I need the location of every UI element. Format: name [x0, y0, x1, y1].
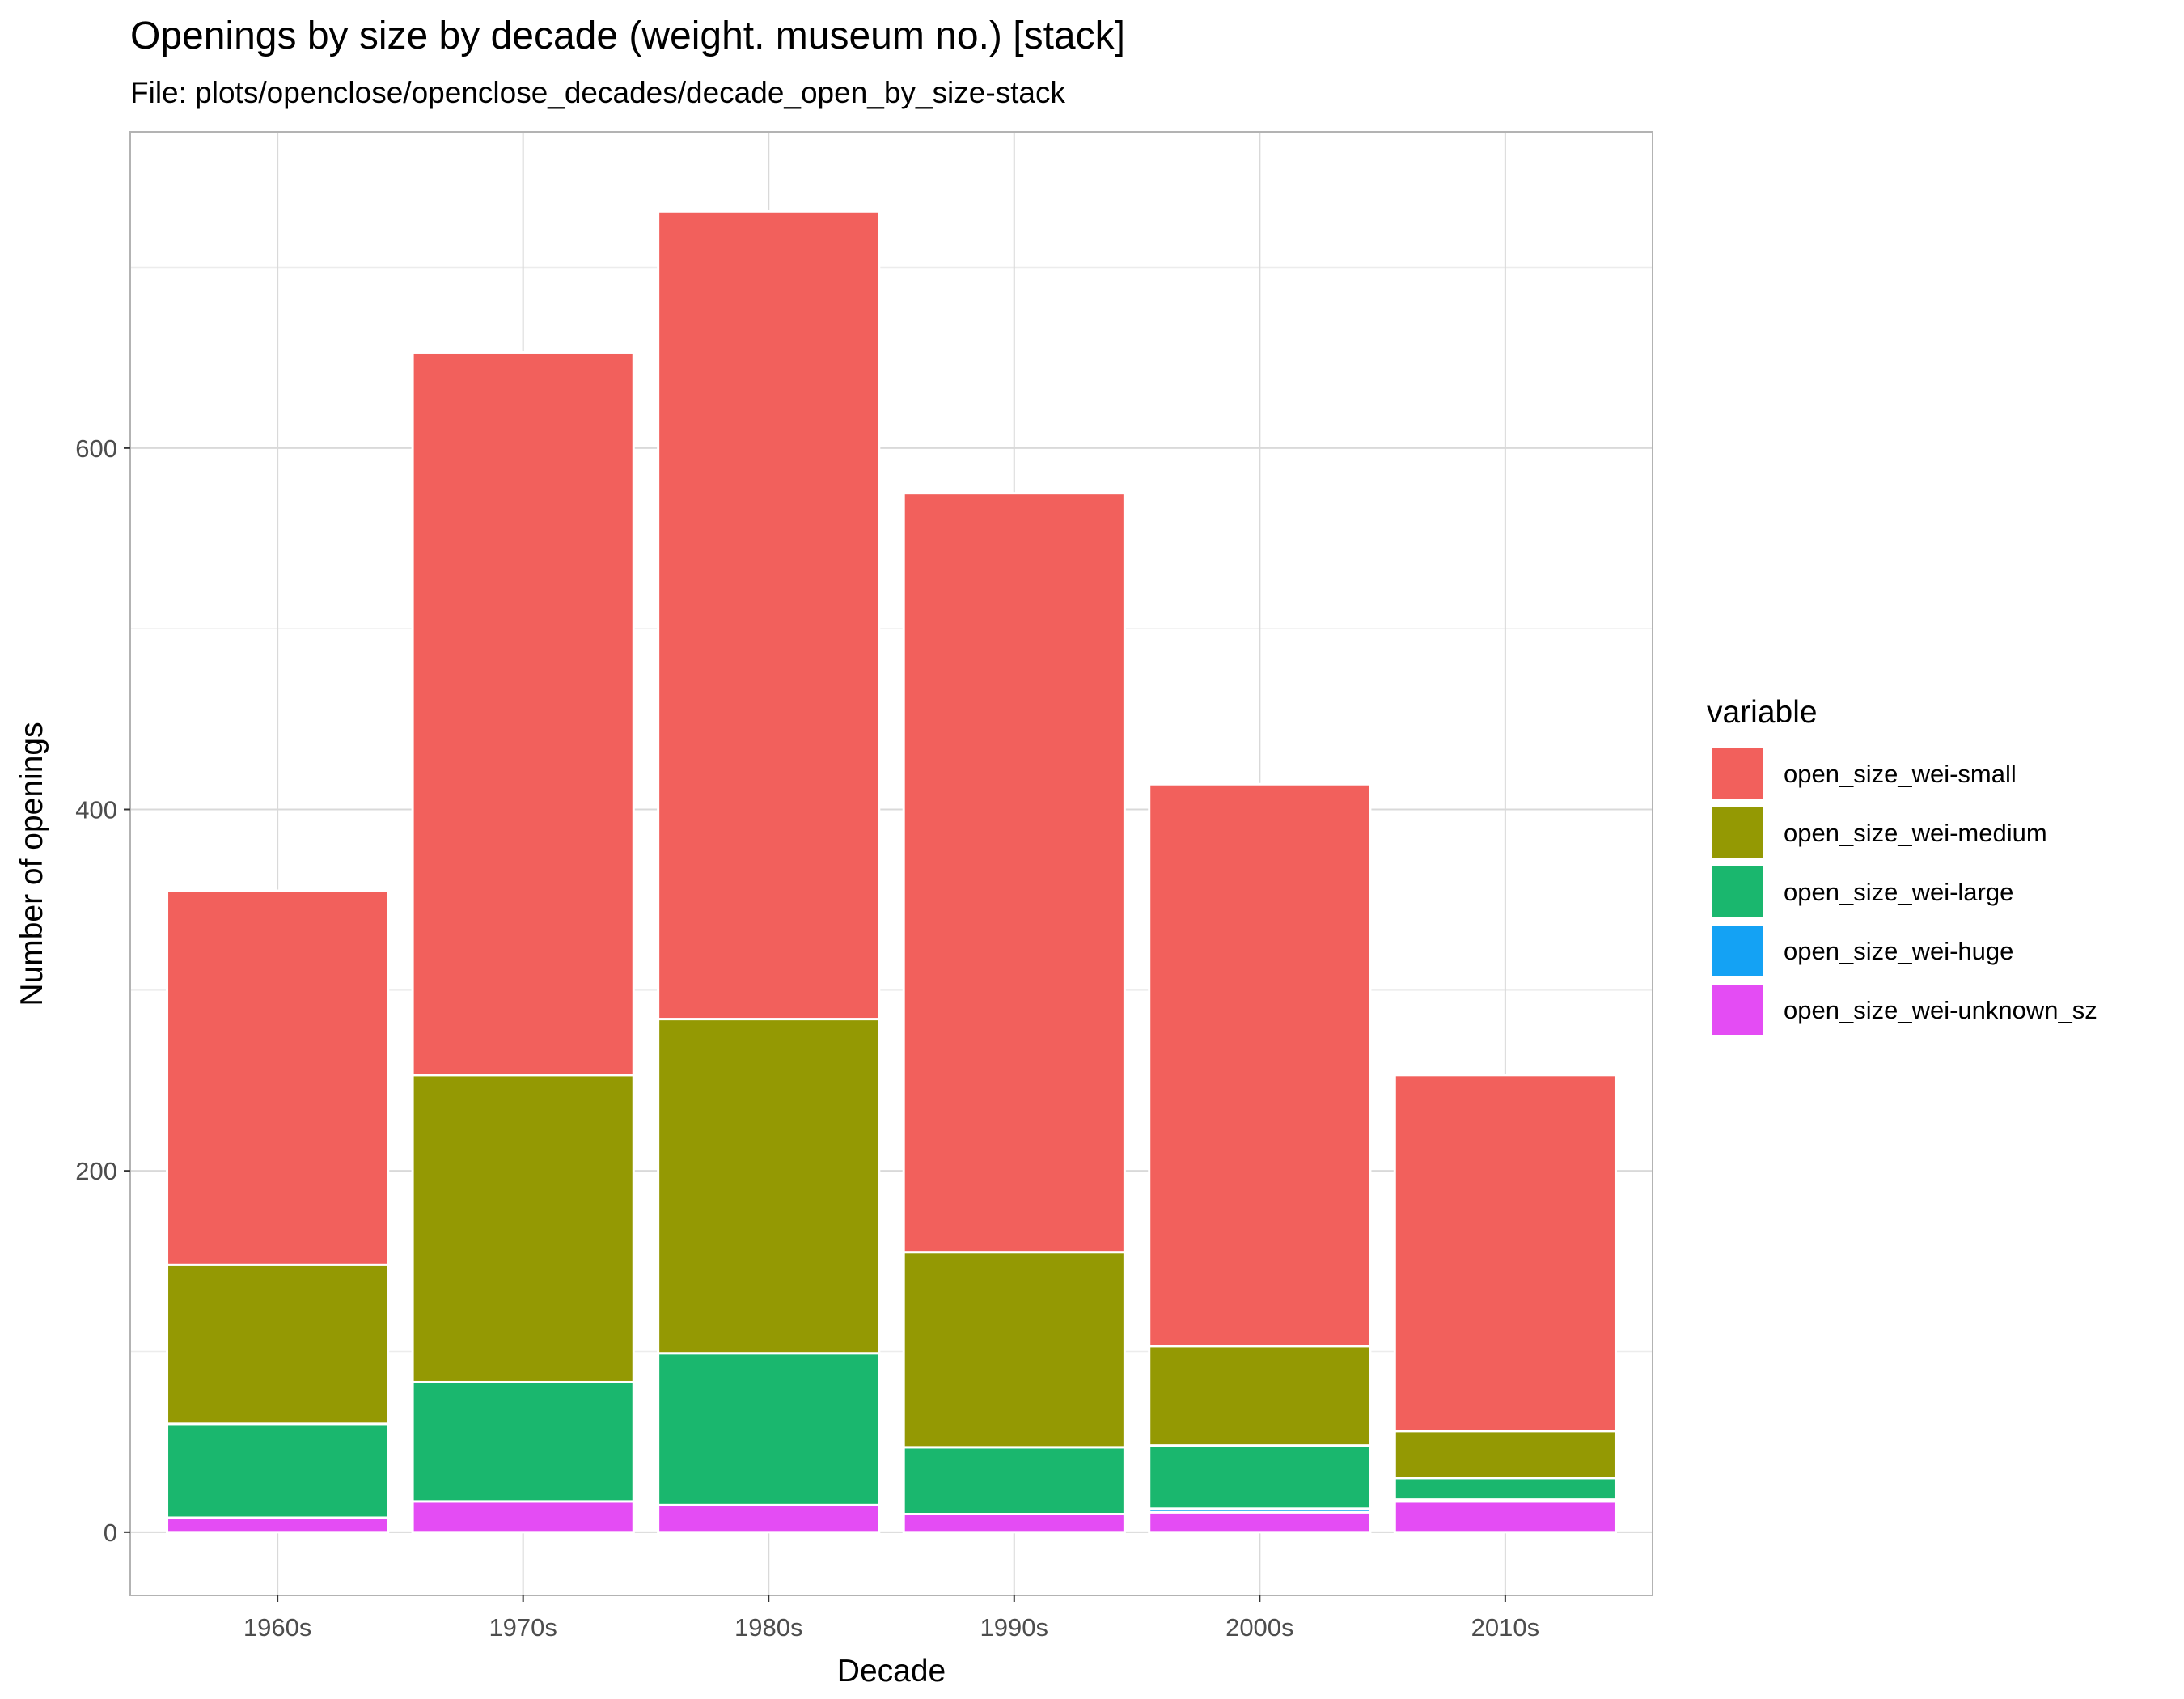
x-tick-label: 2010s: [1471, 1613, 1539, 1642]
legend-label-open_size_wei-unknown_sz: open_size_wei-unknown_sz: [1784, 996, 2097, 1024]
legend-key-open_size_wei-huge: [1712, 926, 1763, 976]
bar-1970s-open_size_wei-small: [411, 350, 635, 1077]
bar-2000s-open_size_wei-small: [1148, 782, 1372, 1348]
legend-label-open_size_wei-small: open_size_wei-small: [1784, 760, 2017, 788]
legend-title: variable: [1707, 695, 1818, 730]
bar-1960s-open_size_wei-small: [166, 889, 390, 1266]
y-tick-label: 400: [75, 796, 117, 824]
x-axis-title: Decade: [837, 1654, 946, 1688]
bar-1990s-open_size_wei-large: [902, 1446, 1126, 1516]
y-axis-ticks: 0 200 400 600: [75, 434, 130, 1547]
bar-2010s-open_size_wei-small: [1393, 1074, 1617, 1433]
legend-label-open_size_wei-medium: open_size_wei-medium: [1784, 819, 2047, 847]
x-tick-label: 1970s: [489, 1613, 557, 1642]
legend-key-open_size_wei-medium: [1712, 807, 1763, 858]
y-tick-label: 600: [75, 434, 117, 463]
legend-key-open_size_wei-unknown_sz: [1712, 985, 1763, 1035]
x-tick-label: 1990s: [980, 1613, 1048, 1642]
bar-2000s-open_size_wei-large: [1148, 1444, 1372, 1510]
bar-1970s-open_size_wei-unknown_sz: [411, 1500, 635, 1534]
y-axis-title: Number of openings: [15, 722, 49, 1006]
bar-1990s-open_size_wei-small: [902, 492, 1126, 1254]
bar-1960s-open_size_wei-unknown_sz: [166, 1516, 390, 1534]
x-axis-ticks: 1960s 1970s 1980s 1990s 2000s 2010s: [243, 1595, 1539, 1642]
x-tick-label: 1960s: [243, 1613, 311, 1642]
bar-1960s-open_size_wei-medium: [166, 1263, 390, 1426]
bar-2010s-open_size_wei-medium: [1393, 1430, 1617, 1480]
x-tick-label: 2000s: [1225, 1613, 1293, 1642]
bar-1980s-open_size_wei-unknown_sz: [657, 1503, 881, 1534]
bars: [166, 210, 1617, 1534]
plot-panel: [129, 131, 1653, 1596]
legend-key-open_size_wei-small: [1712, 748, 1763, 799]
x-tick-label: 1980s: [734, 1613, 802, 1642]
bar-2010s-open_size_wei-large: [1393, 1477, 1617, 1502]
legend-label-open_size_wei-large: open_size_wei-large: [1784, 878, 2013, 906]
bar-1970s-open_size_wei-large: [411, 1380, 635, 1503]
chart-subtitle: File: plots/openclose/openclose_decades/…: [130, 76, 1065, 109]
chart-title: Openings by size by decade (weight. muse…: [130, 15, 1125, 57]
bar-1980s-open_size_wei-small: [657, 210, 881, 1021]
bar-1980s-open_size_wei-medium: [657, 1018, 881, 1355]
bar-1970s-open_size_wei-medium: [411, 1074, 635, 1383]
legend-key-open_size_wei-large: [1712, 866, 1763, 917]
bar-1990s-open_size_wei-medium: [902, 1251, 1126, 1449]
bar-1990s-open_size_wei-unknown_sz: [902, 1513, 1126, 1534]
bar-2000s-open_size_wei-unknown_sz: [1148, 1510, 1372, 1534]
bar-1980s-open_size_wei-large: [657, 1352, 881, 1506]
bar-1960s-open_size_wei-large: [166, 1422, 390, 1519]
bar-2010s-open_size_wei-unknown_sz: [1393, 1500, 1617, 1534]
y-tick-label: 200: [75, 1157, 117, 1185]
y-tick-label: 0: [104, 1519, 117, 1547]
bar-2000s-open_size_wei-medium: [1148, 1345, 1372, 1447]
legend: variable open_size_wei-small open_size_we…: [1707, 695, 2097, 1035]
legend-label-open_size_wei-huge: open_size_wei-huge: [1784, 937, 2013, 965]
